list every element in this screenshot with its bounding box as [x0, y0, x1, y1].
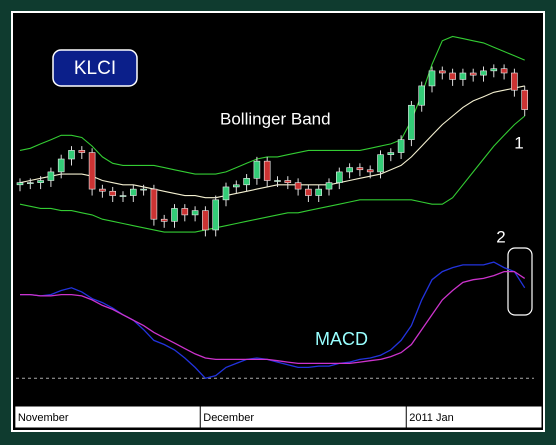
candle-body [449, 72, 456, 80]
candle-body [418, 85, 426, 106]
candle-body [47, 171, 55, 181]
candle-body [171, 208, 178, 222]
macd-line [20, 261, 526, 380]
candle-body [57, 158, 65, 173]
candle-body [490, 68, 498, 72]
candle-body [212, 199, 219, 231]
candle-body [160, 218, 168, 222]
candle-body [233, 184, 240, 188]
candle-body [356, 167, 364, 171]
annotation: 2 [496, 227, 505, 246]
candle-body [202, 210, 209, 231]
candle-body [315, 188, 323, 196]
candle-body [243, 178, 250, 186]
candle-body [119, 195, 127, 197]
x-tick-label: November [18, 412, 69, 424]
candle-body [397, 139, 405, 153]
x-tick-label: 2011 Jan [409, 412, 453, 424]
macd-line [20, 270, 526, 365]
candle-body [37, 180, 44, 183]
candle-body [469, 72, 477, 76]
candle-body [191, 210, 199, 216]
candle-body [78, 150, 86, 153]
candle-body [325, 182, 333, 190]
candle-body [253, 160, 261, 179]
candle-body [387, 152, 395, 156]
candle-body [109, 190, 116, 196]
candle-body [294, 182, 302, 190]
band-line [19, 115, 526, 233]
candle-body [16, 182, 24, 186]
candle-body [366, 169, 374, 173]
band-line [19, 85, 525, 199]
candle-body [521, 89, 529, 110]
highlight-box [507, 247, 533, 316]
candle-body [274, 180, 281, 182]
candle-body [377, 154, 384, 173]
candle-body [511, 72, 518, 91]
annotation: 1 [514, 133, 523, 152]
candle-body [459, 72, 467, 80]
annotation: MACD [315, 329, 368, 349]
candle-body [26, 182, 34, 184]
candle-body [335, 171, 343, 183]
candle-body [68, 150, 75, 160]
candle-body [408, 104, 415, 140]
title-box [52, 49, 138, 87]
candle-body [88, 152, 96, 190]
candle-body [150, 188, 158, 220]
candle-body [438, 70, 446, 74]
candle-body [428, 70, 436, 87]
candle-body [222, 186, 230, 201]
candle-body [284, 180, 292, 183]
chart-title: KLCI [74, 58, 116, 79]
candle-body [99, 188, 106, 192]
candle-body [181, 208, 189, 216]
x-tick-label: December [203, 412, 254, 424]
candle-body [263, 160, 271, 181]
candle-body [346, 167, 353, 173]
candle-body [305, 188, 312, 196]
annotation: Bollinger Band [220, 109, 331, 128]
x-axis-strip [13, 405, 543, 429]
candle-body [130, 188, 137, 196]
candle-body [480, 70, 487, 76]
candle-body [140, 188, 147, 191]
candle-body [500, 68, 508, 74]
band-line [19, 35, 525, 175]
